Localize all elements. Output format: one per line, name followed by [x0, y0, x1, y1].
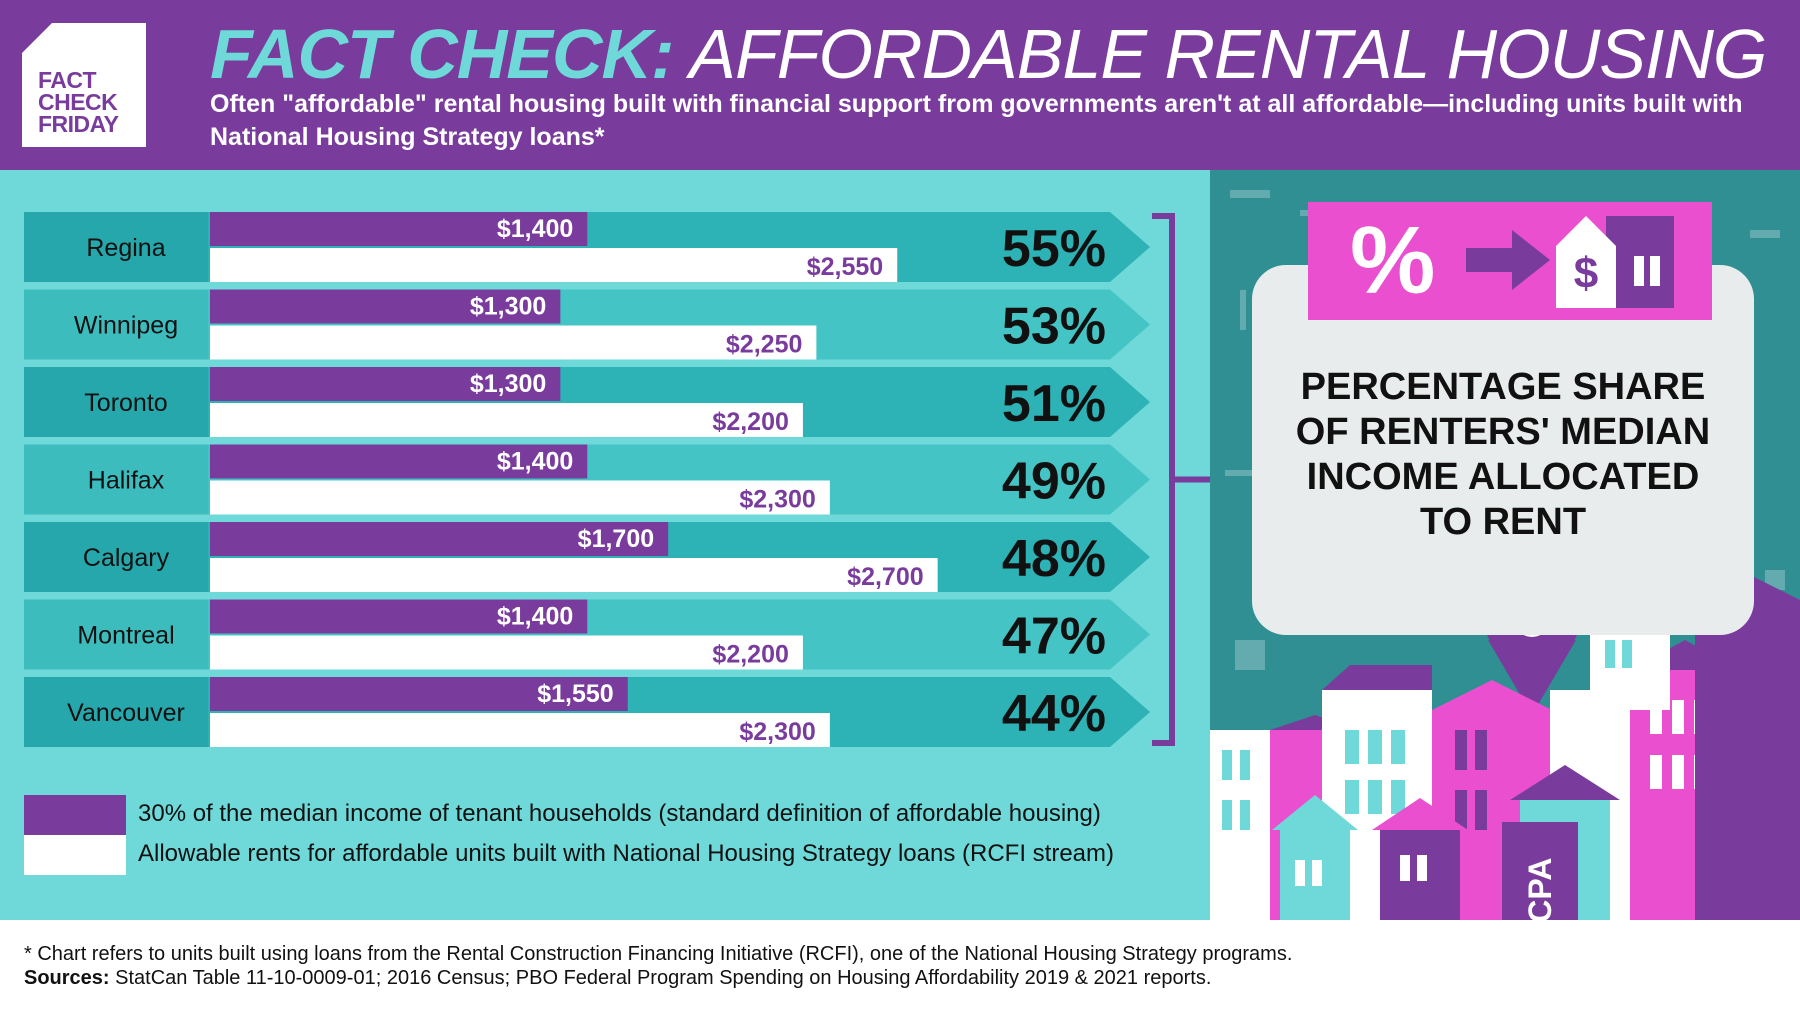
bar-series-2: [210, 480, 830, 515]
callout-box: PERCENTAGE SHARE OF RENTERS' MEDIAN INCO…: [1252, 265, 1754, 635]
percentage-label: 47%: [1002, 608, 1106, 666]
badge-line-2: CHECK: [38, 89, 118, 115]
category-label: Calgary: [83, 544, 170, 572]
category-cell: [24, 367, 208, 437]
bar-series-2: [210, 558, 938, 592]
page-subtitle: Often "affordable" rental housing built …: [210, 90, 1743, 151]
category-cell: [24, 289, 208, 360]
callout-caption: PERCENTAGE SHARE OF RENTERS' MEDIAN INCO…: [1295, 366, 1711, 543]
data-label-series-1: $1,400: [497, 603, 573, 631]
bar-series-1: [210, 599, 588, 634]
bar-series-2: [210, 713, 830, 747]
bar-chart: Regina $1,400 $2,550 55% Winnipeg $1,300 $2,25…: [24, 212, 1210, 747]
bar-series-2: [210, 325, 817, 360]
data-label-series-1: $1,300: [470, 370, 546, 398]
footnote: * Chart refers to units built using loan…: [24, 943, 1293, 965]
texture-pattern: [1225, 190, 1785, 670]
legend-swatch-series-2: [24, 835, 126, 875]
title-prefix: FACT CHECK:: [210, 15, 674, 93]
category-label: Winnipeg: [74, 312, 178, 340]
title-main: AFFORDABLE RENTAL HOUSING: [689, 15, 1767, 93]
bar-series-1: [210, 677, 628, 711]
data-label-series-1: $1,700: [578, 525, 654, 553]
data-label-series-2: $2,200: [712, 408, 788, 436]
data-label-series-2: $2,550: [807, 253, 883, 281]
bar-series-1: [210, 289, 561, 324]
data-label-series-2: $2,700: [847, 563, 923, 591]
illustration-panel: PERCENTAGE SHARE OF RENTERS' MEDIAN INCO…: [1210, 170, 1800, 920]
page-title: FACT CHECK: AFFORDABLE RENTAL HOUSING: [210, 14, 1767, 94]
category-cell: [24, 444, 208, 515]
legend-label-series-1: 30% of the median income of tenant house…: [138, 800, 1101, 827]
data-label-series-1: $1,550: [537, 680, 613, 708]
bar-series-1: [210, 444, 588, 479]
data-label-series-2: $2,200: [712, 641, 788, 669]
category-label: Montreal: [77, 622, 174, 650]
category-cell: [24, 599, 208, 670]
fact-check-friday-logo: FACT CHECK FRIDAY: [22, 23, 146, 147]
svg-text:$: $: [1574, 249, 1598, 298]
bar-series-1: [210, 522, 669, 556]
badge-line-3: FRIDAY: [38, 111, 119, 137]
data-label-series-2: $2,250: [726, 331, 802, 359]
data-label-series-1: $1,400: [497, 215, 573, 243]
sources-label: Sources:: [24, 967, 110, 989]
bracket: [1152, 213, 1175, 746]
category-label: Regina: [86, 234, 165, 262]
category-cell: [24, 677, 208, 747]
category-cell: [24, 522, 208, 592]
category-label: Toronto: [84, 389, 167, 417]
category-cell: [24, 212, 208, 282]
bar-series-1: [210, 367, 561, 401]
header: FACT CHECK FRIDAY FACT CHECK: AFFORDABLE…: [0, 0, 1800, 170]
percentage-label: 49%: [1002, 453, 1106, 511]
badge-text: FACT CHECK FRIDAY: [38, 67, 146, 137]
badge-line-1: FACT: [38, 67, 97, 93]
bar-series-2: [210, 403, 803, 437]
percent-to-rent-icon-box: % $: [1308, 202, 1712, 320]
percentage-label: 51%: [1002, 375, 1106, 433]
percentage-label: 44%: [1002, 685, 1106, 743]
house-dollar-icon: $: [1556, 216, 1674, 308]
legend-label-series-2: Allowable rents for affordable units bui…: [138, 840, 1115, 867]
category-label: Halifax: [88, 467, 165, 495]
badge-fold: [22, 23, 52, 53]
percentage-label: 55%: [1002, 220, 1106, 278]
data-label-series-2: $2,300: [739, 718, 815, 746]
percent-icon: %: [1350, 207, 1436, 314]
percentage-label: 48%: [1002, 530, 1106, 588]
data-label-series-1: $1,400: [497, 448, 573, 476]
sources-text: StatCan Table 11-10-0009-01; 2016 Census…: [109, 967, 1212, 989]
legend-swatch-series-1: [24, 795, 126, 835]
bar-series-2: [210, 248, 898, 282]
data-label-series-1: $1,300: [470, 293, 546, 321]
arrow-right-icon: [1466, 230, 1550, 290]
percentage-label: 53%: [1002, 298, 1106, 356]
data-label-series-2: $2,300: [739, 486, 815, 514]
sources: Sources: StatCan Table 11-10-0009-01; 20…: [24, 966, 1211, 990]
footer: * Chart refers to units built using loan…: [0, 920, 1800, 1013]
category-label: Vancouver: [67, 699, 185, 727]
bar-series-2: [210, 635, 803, 670]
bar-series-1: [210, 212, 588, 246]
